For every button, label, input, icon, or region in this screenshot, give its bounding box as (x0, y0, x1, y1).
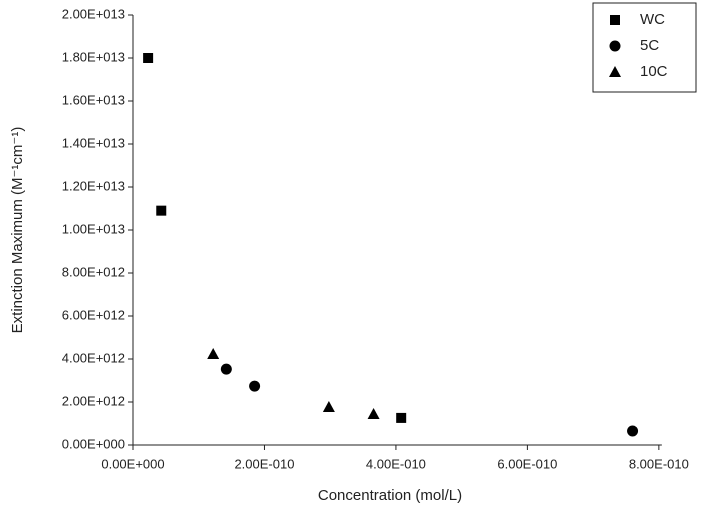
x-tick-label: 6.00E-010 (497, 456, 557, 471)
x-tick-label: 2.00E-010 (234, 456, 294, 471)
marker (143, 53, 154, 63)
marker (220, 363, 232, 375)
legend-label: 5C (640, 37, 659, 54)
legend-label: WC (640, 11, 665, 28)
marker (367, 408, 380, 420)
marker (627, 425, 639, 437)
legend-marker (610, 15, 620, 25)
x-tick-label: 4.00E-010 (366, 456, 426, 471)
marker (156, 205, 167, 216)
marker (207, 348, 220, 360)
y-tick-label: 2.00E+012 (62, 393, 125, 408)
y-axis-label: Extinction Maximum (M⁻¹cm⁻¹) (9, 127, 26, 334)
legend-label: 10C (640, 63, 668, 80)
x-tick-label: 0.00E+000 (101, 456, 164, 471)
y-tick-label: 1.00E+013 (62, 221, 125, 236)
x-axis-label: Concentration (mol/L) (318, 487, 462, 504)
y-tick-label: 1.60E+013 (62, 92, 125, 107)
legend-marker (609, 66, 621, 77)
y-tick-label: 1.80E+013 (62, 49, 125, 64)
marker (396, 412, 407, 423)
legend-marker (609, 40, 621, 52)
y-tick-label: 2.00E+013 (62, 6, 125, 21)
y-tick-label: 6.00E+012 (62, 307, 125, 322)
y-tick-label: 0.00E+000 (62, 436, 125, 451)
x-tick-label: 8.00E-010 (629, 456, 689, 471)
y-tick-label: 1.40E+013 (62, 135, 125, 150)
y-tick-label: 8.00E+012 (62, 264, 125, 279)
marker (249, 380, 261, 392)
marker (322, 400, 335, 412)
y-tick-label: 4.00E+012 (62, 350, 125, 365)
y-tick-label: 1.20E+013 (62, 178, 125, 193)
